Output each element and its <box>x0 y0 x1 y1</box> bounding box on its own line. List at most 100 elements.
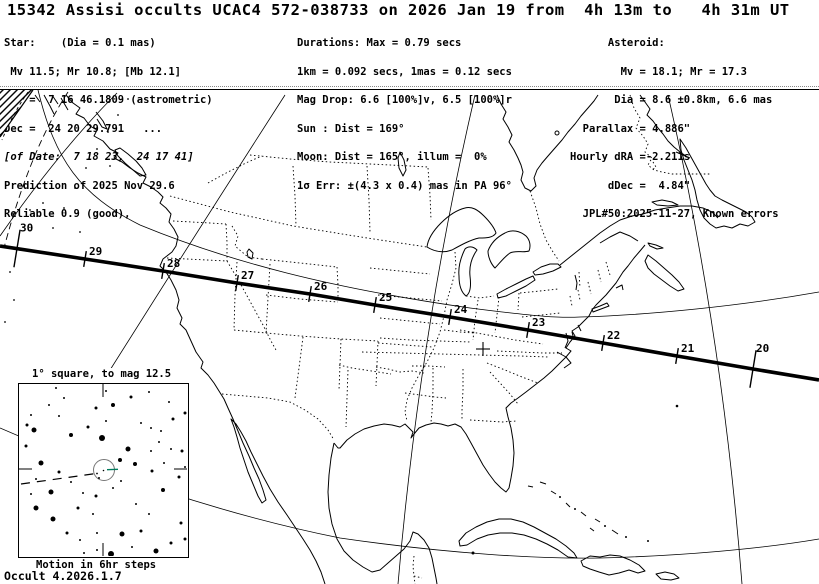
star-info-line: Star: (Dia = 0.1 mas) <box>4 37 156 49</box>
star-dot <box>135 503 137 505</box>
limit-curve <box>0 92 118 237</box>
star-dot <box>169 541 173 545</box>
star-dot <box>148 391 150 393</box>
minute-tick-label: 29 <box>89 245 102 258</box>
asteroid-info-line: Hourly dRA =-2.211s <box>570 151 691 163</box>
minute-tick-label: 23 <box>532 316 545 329</box>
minute-tick <box>308 285 312 303</box>
star-dot <box>179 521 183 525</box>
asteroid-info-line: Asteroid: <box>570 37 665 49</box>
star-dot <box>160 430 162 432</box>
star-dot <box>140 422 142 424</box>
event-info-block: Durations: Max = 0.79 secs 1km = 0.092 s… <box>297 20 512 210</box>
asteroid-info-line: Parallax = 4.886" <box>570 122 691 135</box>
star-dot <box>163 462 165 464</box>
star-dot <box>153 548 159 554</box>
star-dot <box>86 425 90 429</box>
star-dot <box>150 450 152 452</box>
minute-tick <box>448 308 452 326</box>
star-dot <box>168 401 170 403</box>
site-plus-marker <box>476 342 490 356</box>
state-borders <box>166 94 711 584</box>
star-dot <box>105 390 107 392</box>
star-dot <box>183 537 187 541</box>
star-dot <box>38 460 44 466</box>
star-dot <box>98 477 100 479</box>
star-dot <box>24 444 28 448</box>
star-dot <box>131 546 133 548</box>
event-info-line: Durations: Max = 0.79 secs <box>297 37 462 49</box>
star-dot <box>30 493 32 495</box>
star-dot <box>184 466 186 468</box>
star-dot <box>112 487 114 489</box>
asteroid-info-line: dDec = 4.84" <box>570 179 691 192</box>
star-dot <box>99 435 105 441</box>
minute-tick <box>675 347 679 365</box>
minute-tick <box>601 334 605 352</box>
star-dot <box>177 475 181 479</box>
minute-tick-label: 20 <box>756 342 769 355</box>
star-dot <box>33 505 39 511</box>
star-dot <box>94 494 98 498</box>
star-dot <box>125 446 131 452</box>
inset-title: 1° square, to mag 12.5 <box>30 368 174 380</box>
star-dot <box>129 395 133 399</box>
minute-tick-label: 24 <box>454 303 468 316</box>
event-info-line: 1km = 0.092 secs, 1mas = 0.12 secs <box>297 65 512 78</box>
limit-curve <box>37 89 819 318</box>
star-dot <box>79 539 81 541</box>
star-dot <box>82 492 84 494</box>
star-dot <box>161 488 165 492</box>
star-dot <box>30 414 32 416</box>
star-dot <box>96 549 98 551</box>
star-dot <box>118 458 122 462</box>
minute-tick-label: 22 <box>607 329 620 342</box>
star-dot <box>96 532 98 534</box>
star-dot <box>150 469 154 473</box>
inset-caption: Motion in 6hr steps <box>36 559 157 571</box>
event-info-line: Sun : Dist = 169° <box>297 122 405 135</box>
inset-star-field <box>24 387 187 556</box>
star-dot <box>48 404 50 406</box>
small-islands <box>471 404 679 555</box>
star-dot <box>48 489 54 495</box>
star-dot <box>148 513 150 515</box>
asteroid-info-block: Asteroid: Mv = 18.1; Mr = 17.3 Dia = 8.6… <box>570 20 779 239</box>
star-chart-inset <box>18 383 189 558</box>
star-dot <box>119 531 125 537</box>
star-dot <box>58 415 60 417</box>
minute-tick <box>526 321 530 339</box>
star-dot <box>83 552 85 554</box>
meridian-line <box>667 94 743 584</box>
minute-tick <box>161 262 165 280</box>
star-dot <box>133 462 137 466</box>
star-info-line: Prediction of 2025 Nov 29.6 <box>4 179 175 192</box>
minute-tick <box>749 350 757 388</box>
software-version: Occult 4.2026.1.7 <box>4 569 122 583</box>
header-divider <box>0 89 819 90</box>
minute-tick-label: 30 <box>20 222 33 235</box>
header-divider-dotted <box>0 86 819 87</box>
occultation-path <box>0 244 819 382</box>
star-chart-graphics <box>19 384 187 556</box>
asteroid-info-line: Mv = 18.1; Mr = 17.3 <box>570 65 748 78</box>
star-dot <box>76 506 80 510</box>
minute-tick <box>83 250 87 268</box>
star-info-line: Reliable 0.9 (good), <box>4 208 131 220</box>
star-dot <box>108 551 114 556</box>
minute-tick-label: 25 <box>379 291 392 304</box>
sigma-limit-dots <box>4 98 129 323</box>
bermuda-dot <box>675 404 679 408</box>
star-dot <box>158 441 160 443</box>
star-dot <box>150 427 152 429</box>
meridian-line <box>397 94 476 584</box>
asteroid-motion-dashed <box>20 472 97 485</box>
asteroid-info-line: JPL#50:2025-11-27, Known errors <box>570 208 779 220</box>
sigma-limit-dashed <box>1 91 69 249</box>
star-dot <box>70 481 72 483</box>
grid-lines <box>0 89 819 584</box>
star-dot <box>65 531 69 535</box>
page-title: 15342 Assisi occults UCAC4 572-038733 on… <box>7 1 790 19</box>
event-info-line: Mag Drop: 6.6 [100%]v, 6.5 [100%]r <box>297 94 512 106</box>
